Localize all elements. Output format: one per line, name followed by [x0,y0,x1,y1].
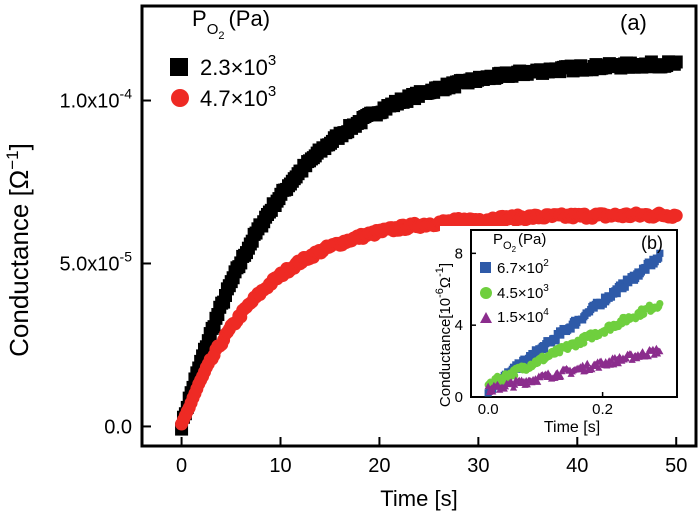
inset-data-point [590,304,598,312]
inset-y-tick-label: 0 [455,389,463,406]
inset-series-2 [484,299,664,390]
inset-data-point [567,325,575,333]
main-y-axis-title: Conductance [Ω−1] [3,143,34,357]
inset-data-point [613,289,621,298]
inset-series-3 [484,344,664,396]
inset-plot: 0.0 0.2 0 4 8 Time [s] Conductance[10-6Ω-1]… [434,226,680,436]
inset-data-point [655,254,663,262]
main-x-tick-label: 10 [269,455,291,477]
main-legend-marker-circle [171,89,189,107]
inset-legend-label-3: 1.5×104 [497,307,549,326]
main-data-point [669,55,683,69]
main-legend-label-1: 2.3×103 [200,52,276,80]
main-y-tick-label: 5.0x10-5 [59,248,132,275]
inset-y-tick-label: 8 [455,245,463,262]
main-data-point [669,209,683,223]
inset-legend: PO2(Pa) 6.7×102 4.5×103 1.5×104 [480,231,549,326]
main-legend-title: PO2(Pa) [192,6,270,42]
inset-data-point [656,249,664,257]
main-panel-label: (a) [620,10,647,35]
main-x-tick-label: 20 [368,455,390,477]
main-series-1 [175,55,683,436]
main-x-axis: 0 10 20 30 40 50 [176,437,687,477]
inset-y-axis: 0 4 8 [455,245,476,406]
inset-data-point [595,364,603,371]
inset-data-point [614,359,622,367]
main-series-2 [175,206,683,431]
inset-data-point [534,351,542,359]
inset-legend-label-1: 6.7×102 [497,258,549,277]
inset-legend-marker-circle [480,287,492,299]
inset-legend-marker-square [480,262,491,273]
main-x-tick-label: 40 [566,455,588,477]
main-x-tick-label: 30 [467,455,489,477]
inset-data-point [618,279,626,287]
inset-data-point [552,337,560,345]
inset-y-tick-label: 4 [455,317,463,334]
inset-x-tick-label: 0.0 [478,401,499,418]
inset-data-point [557,331,565,339]
inset-data-point [656,299,664,308]
main-legend-marker-square [170,58,188,76]
inset-x-tick-label: 0.2 [592,401,613,418]
inset-data-point [555,349,564,357]
inset-data-point [642,266,650,274]
inset-data-point [637,268,645,276]
main-legend: PO2(Pa) 2.3×103 4.7×103 [170,6,276,111]
inset-data-point [656,347,664,355]
inset-data-point [527,355,535,363]
inset-plot-frame [470,229,678,398]
inset-data-point [489,387,497,395]
inset-series-1 [484,249,664,397]
inset-data-point [557,372,565,380]
main-x-axis-title: Time [s] [380,486,457,511]
main-x-tick-label: 50 [665,455,687,477]
inset-data-point [627,350,635,357]
main-series-layer [175,55,683,436]
inset-y-axis-title: Conductance[10-6Ω-1] [434,263,454,407]
main-x-tick-label: 0 [176,455,187,477]
inset-data-point [547,339,556,347]
main-plot: 0 10 20 30 40 50 0.05.0x10-51.0x10-4 Time [s]… [3,4,698,511]
main-y-axis: 0.0 5.0x10-5 1.0x10-4 [59,86,151,438]
inset-data-point [644,352,652,360]
inset-data-point [588,365,596,373]
inset-series-layer [484,249,664,397]
main-y-tick-label: 0.0 [104,416,132,438]
inset-legend-label-2: 4.5×103 [497,283,549,302]
main-legend-label-2: 4.7×103 [200,83,276,111]
inset-legend-title: PO2(Pa) [493,231,546,254]
inset-data-point [511,371,519,380]
inset-data-point [621,283,629,291]
inset-data-point [622,355,631,362]
inset-data-point [580,339,588,347]
inset-data-point [583,359,591,367]
inset-data-point [541,345,549,354]
inset-data-point [523,380,531,388]
inset-legend-marker-triangle [480,312,492,323]
inset-data-point [534,378,542,385]
inset-panel-label: (b) [641,233,663,253]
main-plot-frame [140,4,698,448]
main-y-tick-label: 1.0x10-4 [59,86,132,113]
inset-x-axis-title: Time [s] [544,419,600,436]
